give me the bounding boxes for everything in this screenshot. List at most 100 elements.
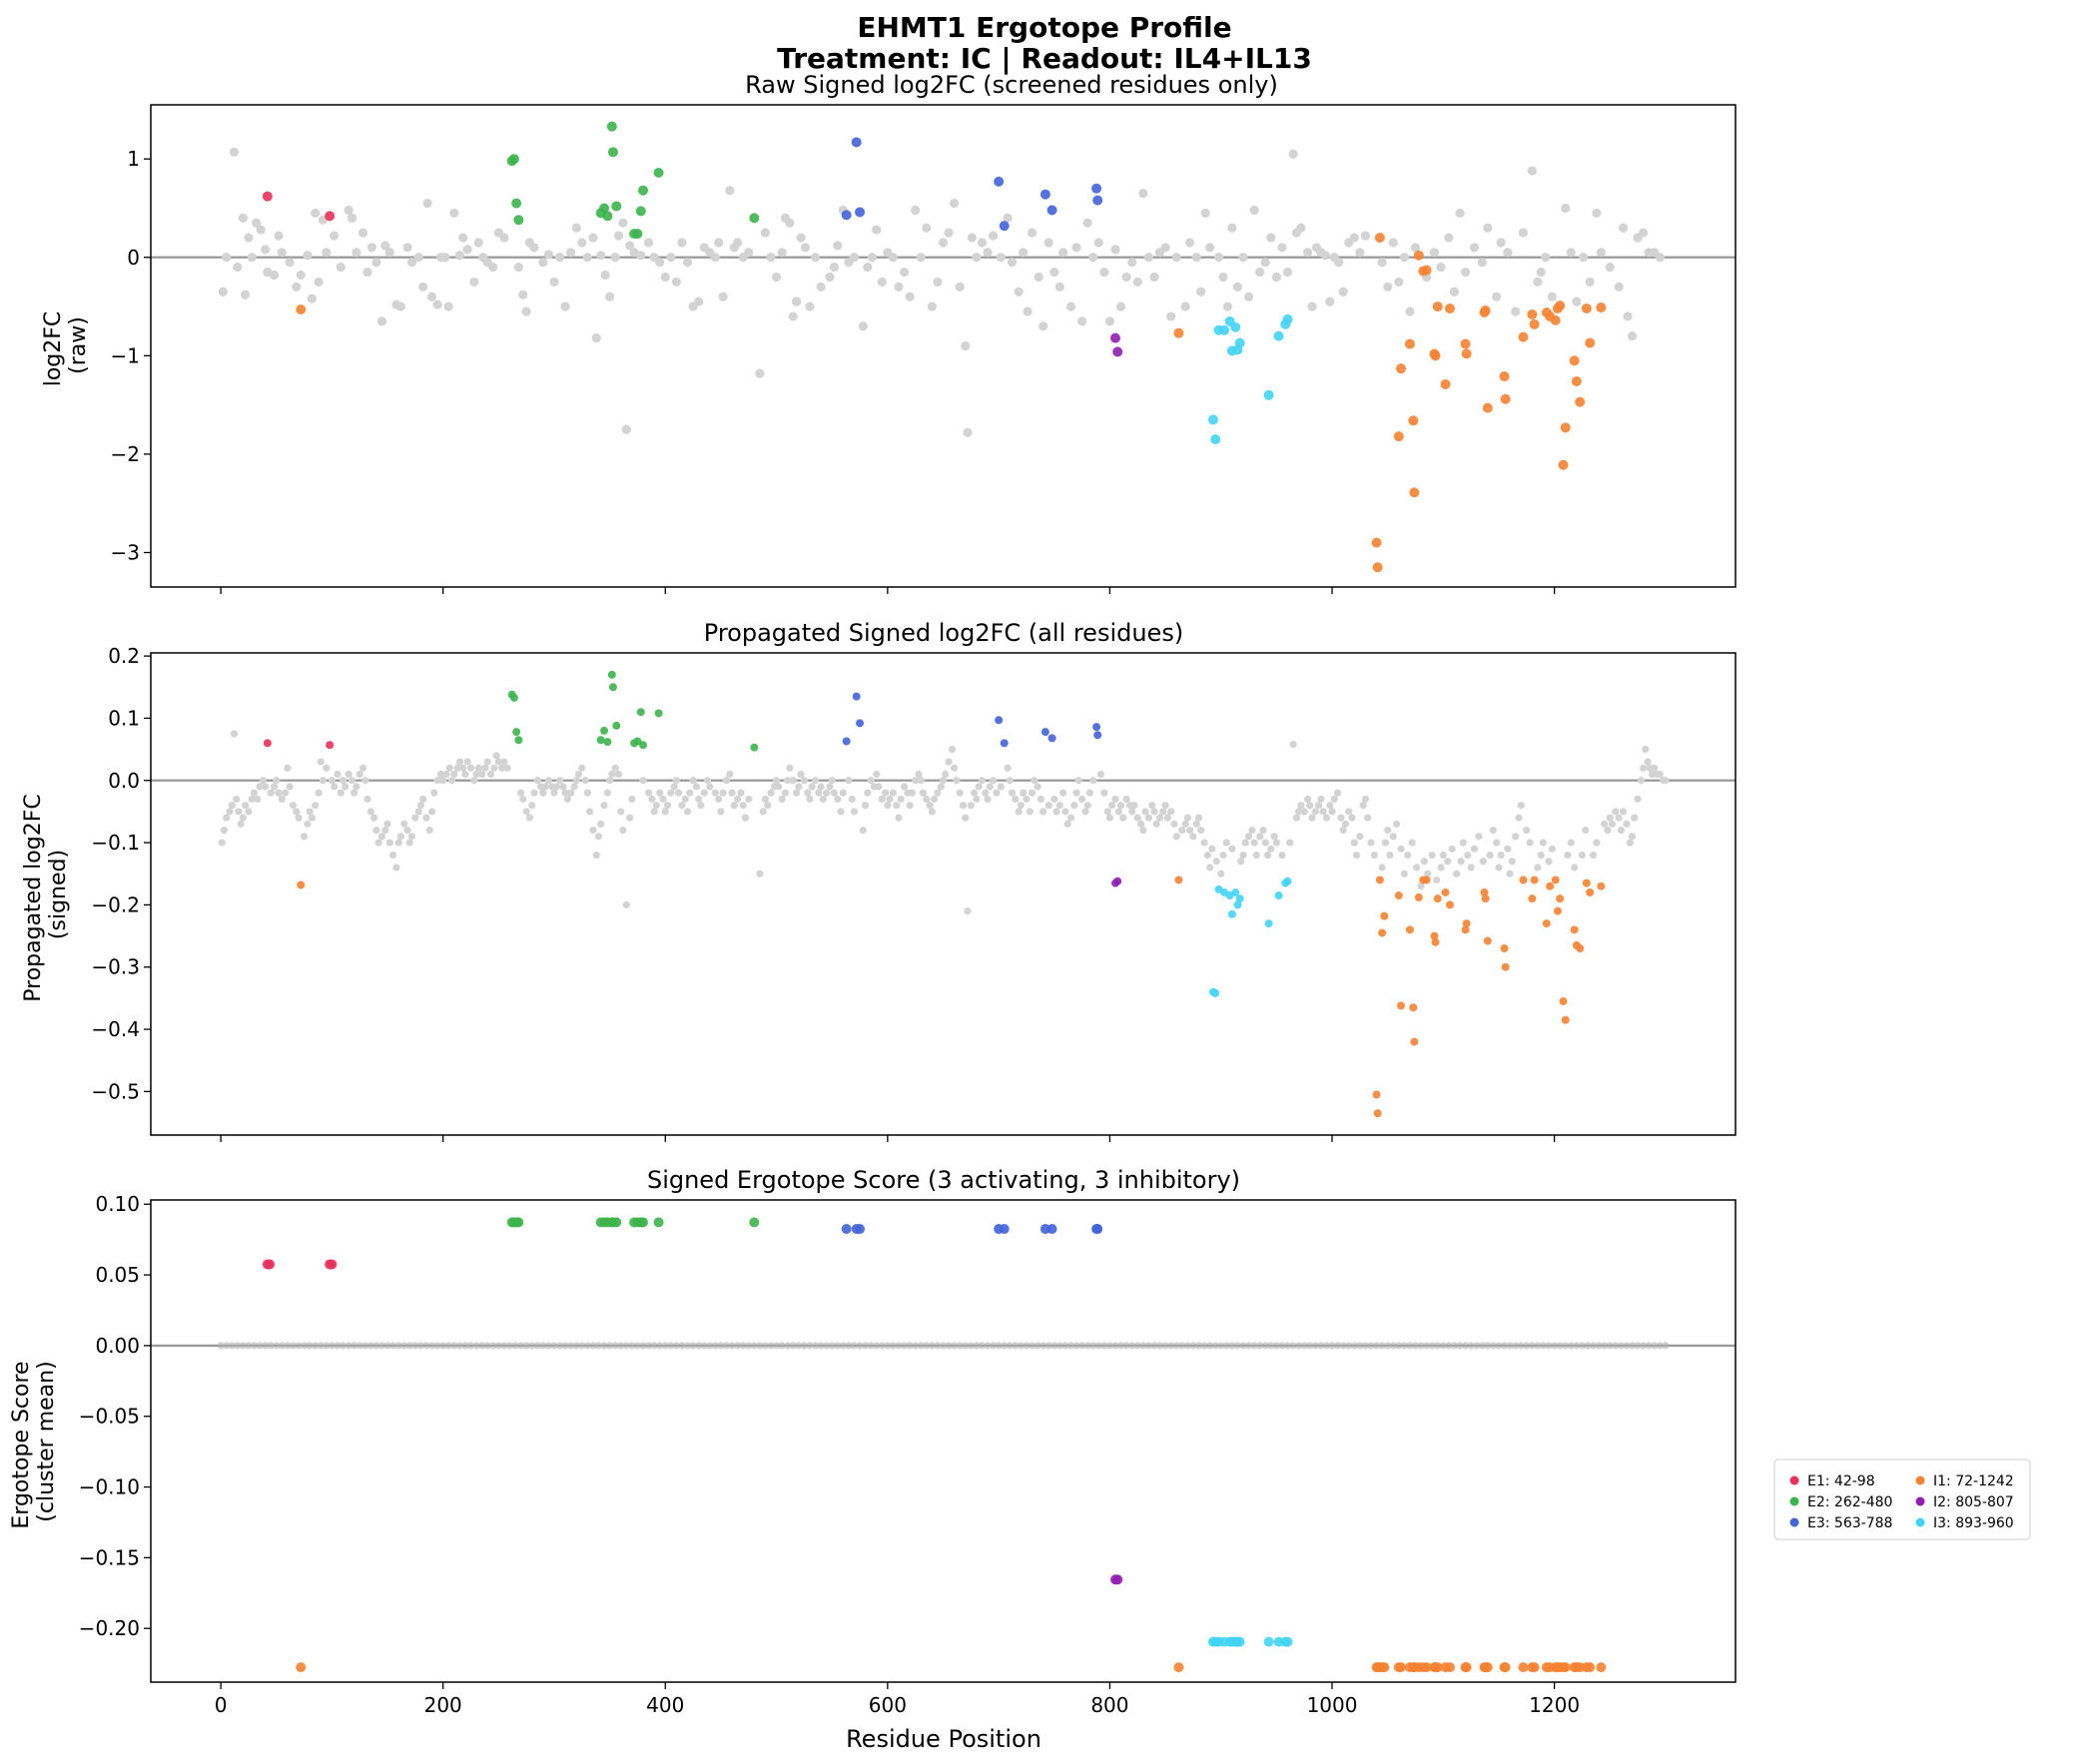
ergotope-background-point [895, 1342, 903, 1350]
raw-background-point [677, 238, 687, 248]
figure-title-line1: EHMT1 Ergotope Profile [857, 11, 1231, 44]
propagated-background-point [1386, 851, 1394, 860]
propagated-background-point [1205, 864, 1214, 872]
propagated-background-point [334, 770, 342, 779]
ergotope-background-point [1055, 1342, 1063, 1350]
raw-background-point [1655, 253, 1665, 263]
raw-background-point [733, 238, 743, 248]
ergotope-background-point [756, 1342, 764, 1350]
propagated-background-point [819, 795, 827, 804]
propagated-background-point [893, 802, 901, 810]
propagated-background-point [1640, 764, 1648, 772]
ergotope-background-point [1484, 1342, 1492, 1350]
raw-background-point [1405, 306, 1415, 316]
propagated-background-point [1031, 777, 1039, 785]
raw-background-point [1561, 203, 1571, 214]
ergotope-e3-point [855, 1224, 866, 1235]
raw-background-point [1196, 287, 1206, 296]
ergotope-background-point [361, 1342, 369, 1350]
ergotope-background-point [1423, 1342, 1431, 1350]
propagated-background-point [1052, 808, 1060, 816]
raw-background-point [718, 292, 728, 301]
propagated-background-point [1319, 808, 1327, 816]
raw-e2-point [599, 203, 610, 214]
raw-background-point [666, 253, 676, 263]
raw-background-point [1578, 253, 1589, 263]
ergotope-background-point [1183, 1342, 1191, 1350]
propagated-background-point [967, 802, 975, 810]
propagated-background-point [1111, 795, 1119, 804]
propagated-i1-point [1561, 1015, 1570, 1024]
propagated-background-point [1105, 814, 1114, 822]
propagated-background-point [772, 777, 781, 785]
propagated-background-point [741, 814, 750, 822]
propagated-background-point [581, 777, 589, 785]
raw-background-point [1429, 248, 1440, 258]
propagated-background-point [808, 783, 816, 791]
ergotope-background-point [1473, 1342, 1481, 1350]
propagated-background-point [312, 802, 320, 810]
propagated-background-point [519, 795, 527, 804]
propagated-background-point [1066, 814, 1075, 822]
propagated-background-point [850, 808, 859, 816]
propagated-background-point [1172, 833, 1180, 841]
panel-propagated-ylabel: Propagated log2FC (signed) [21, 787, 71, 1001]
propagated-background-point [956, 789, 964, 797]
propagated-background-point [282, 789, 290, 797]
raw-e3-point [1046, 205, 1057, 216]
ergotope-background-point [917, 1342, 925, 1350]
propagated-ytick-label: −0.5 [91, 1079, 140, 1103]
propagated-background-point [1333, 789, 1342, 797]
propagated-background-point [250, 789, 259, 797]
raw-background-point [829, 263, 840, 273]
raw-e1-point [325, 211, 336, 222]
propagated-background-point [1244, 833, 1253, 841]
propagated-background-point [463, 758, 471, 766]
raw-background-point [1058, 248, 1068, 258]
propagated-background-point [917, 777, 925, 785]
raw-e2-point [513, 215, 524, 226]
raw-background-point [296, 270, 306, 281]
propagated-background-point [978, 777, 987, 785]
propagated-background-point [241, 802, 250, 810]
raw-i1-point [1518, 331, 1529, 342]
propagated-background-point [572, 777, 580, 785]
ergotope-background-point [1295, 1342, 1303, 1350]
ergotope-background-point [1361, 1342, 1370, 1350]
ergotope-background-point [1656, 1342, 1664, 1350]
propagated-background-point [218, 839, 226, 847]
propagated-background-point [383, 820, 391, 828]
raw-background-point [1043, 238, 1053, 248]
propagated-background-point [1020, 789, 1028, 797]
propagated-background-point [1315, 802, 1323, 810]
propagated-background-point [455, 758, 463, 766]
raw-background-point [1639, 228, 1649, 238]
propagated-background-point [1493, 839, 1501, 847]
ergotope-background-point [494, 1342, 502, 1350]
propagated-background-point [1417, 882, 1425, 890]
ergotope-background-point [1606, 1342, 1614, 1350]
propagated-background-point [304, 820, 312, 828]
propagated-background-point [574, 770, 583, 779]
ergotope-background-point [900, 1342, 909, 1350]
propagated-i1-point [1445, 900, 1454, 909]
ergotope-background-point [1078, 1342, 1086, 1350]
ergotope-background-point [1256, 1342, 1264, 1350]
ergotope-background-point [1083, 1342, 1091, 1350]
raw-background-point [1585, 277, 1595, 288]
propagated-background-point [1272, 839, 1280, 847]
raw-background-point [625, 241, 635, 251]
raw-ytick-label: −3 [111, 541, 140, 565]
propagated-background-point [683, 808, 692, 816]
propagated-background-point [600, 802, 608, 810]
propagated-e2-point [596, 736, 605, 745]
propagated-background-point [528, 802, 536, 810]
ergotope-background-point [678, 1342, 686, 1350]
ergotope-background-point [823, 1342, 831, 1350]
propagated-background-point [339, 777, 347, 785]
propagated-background-point [494, 758, 502, 766]
propagated-i1-point [297, 881, 306, 889]
ergotope-ytick-label: 0.10 [95, 1192, 140, 1216]
propagated-i1-point [1378, 928, 1387, 937]
ergotope-background-point [1089, 1342, 1097, 1350]
